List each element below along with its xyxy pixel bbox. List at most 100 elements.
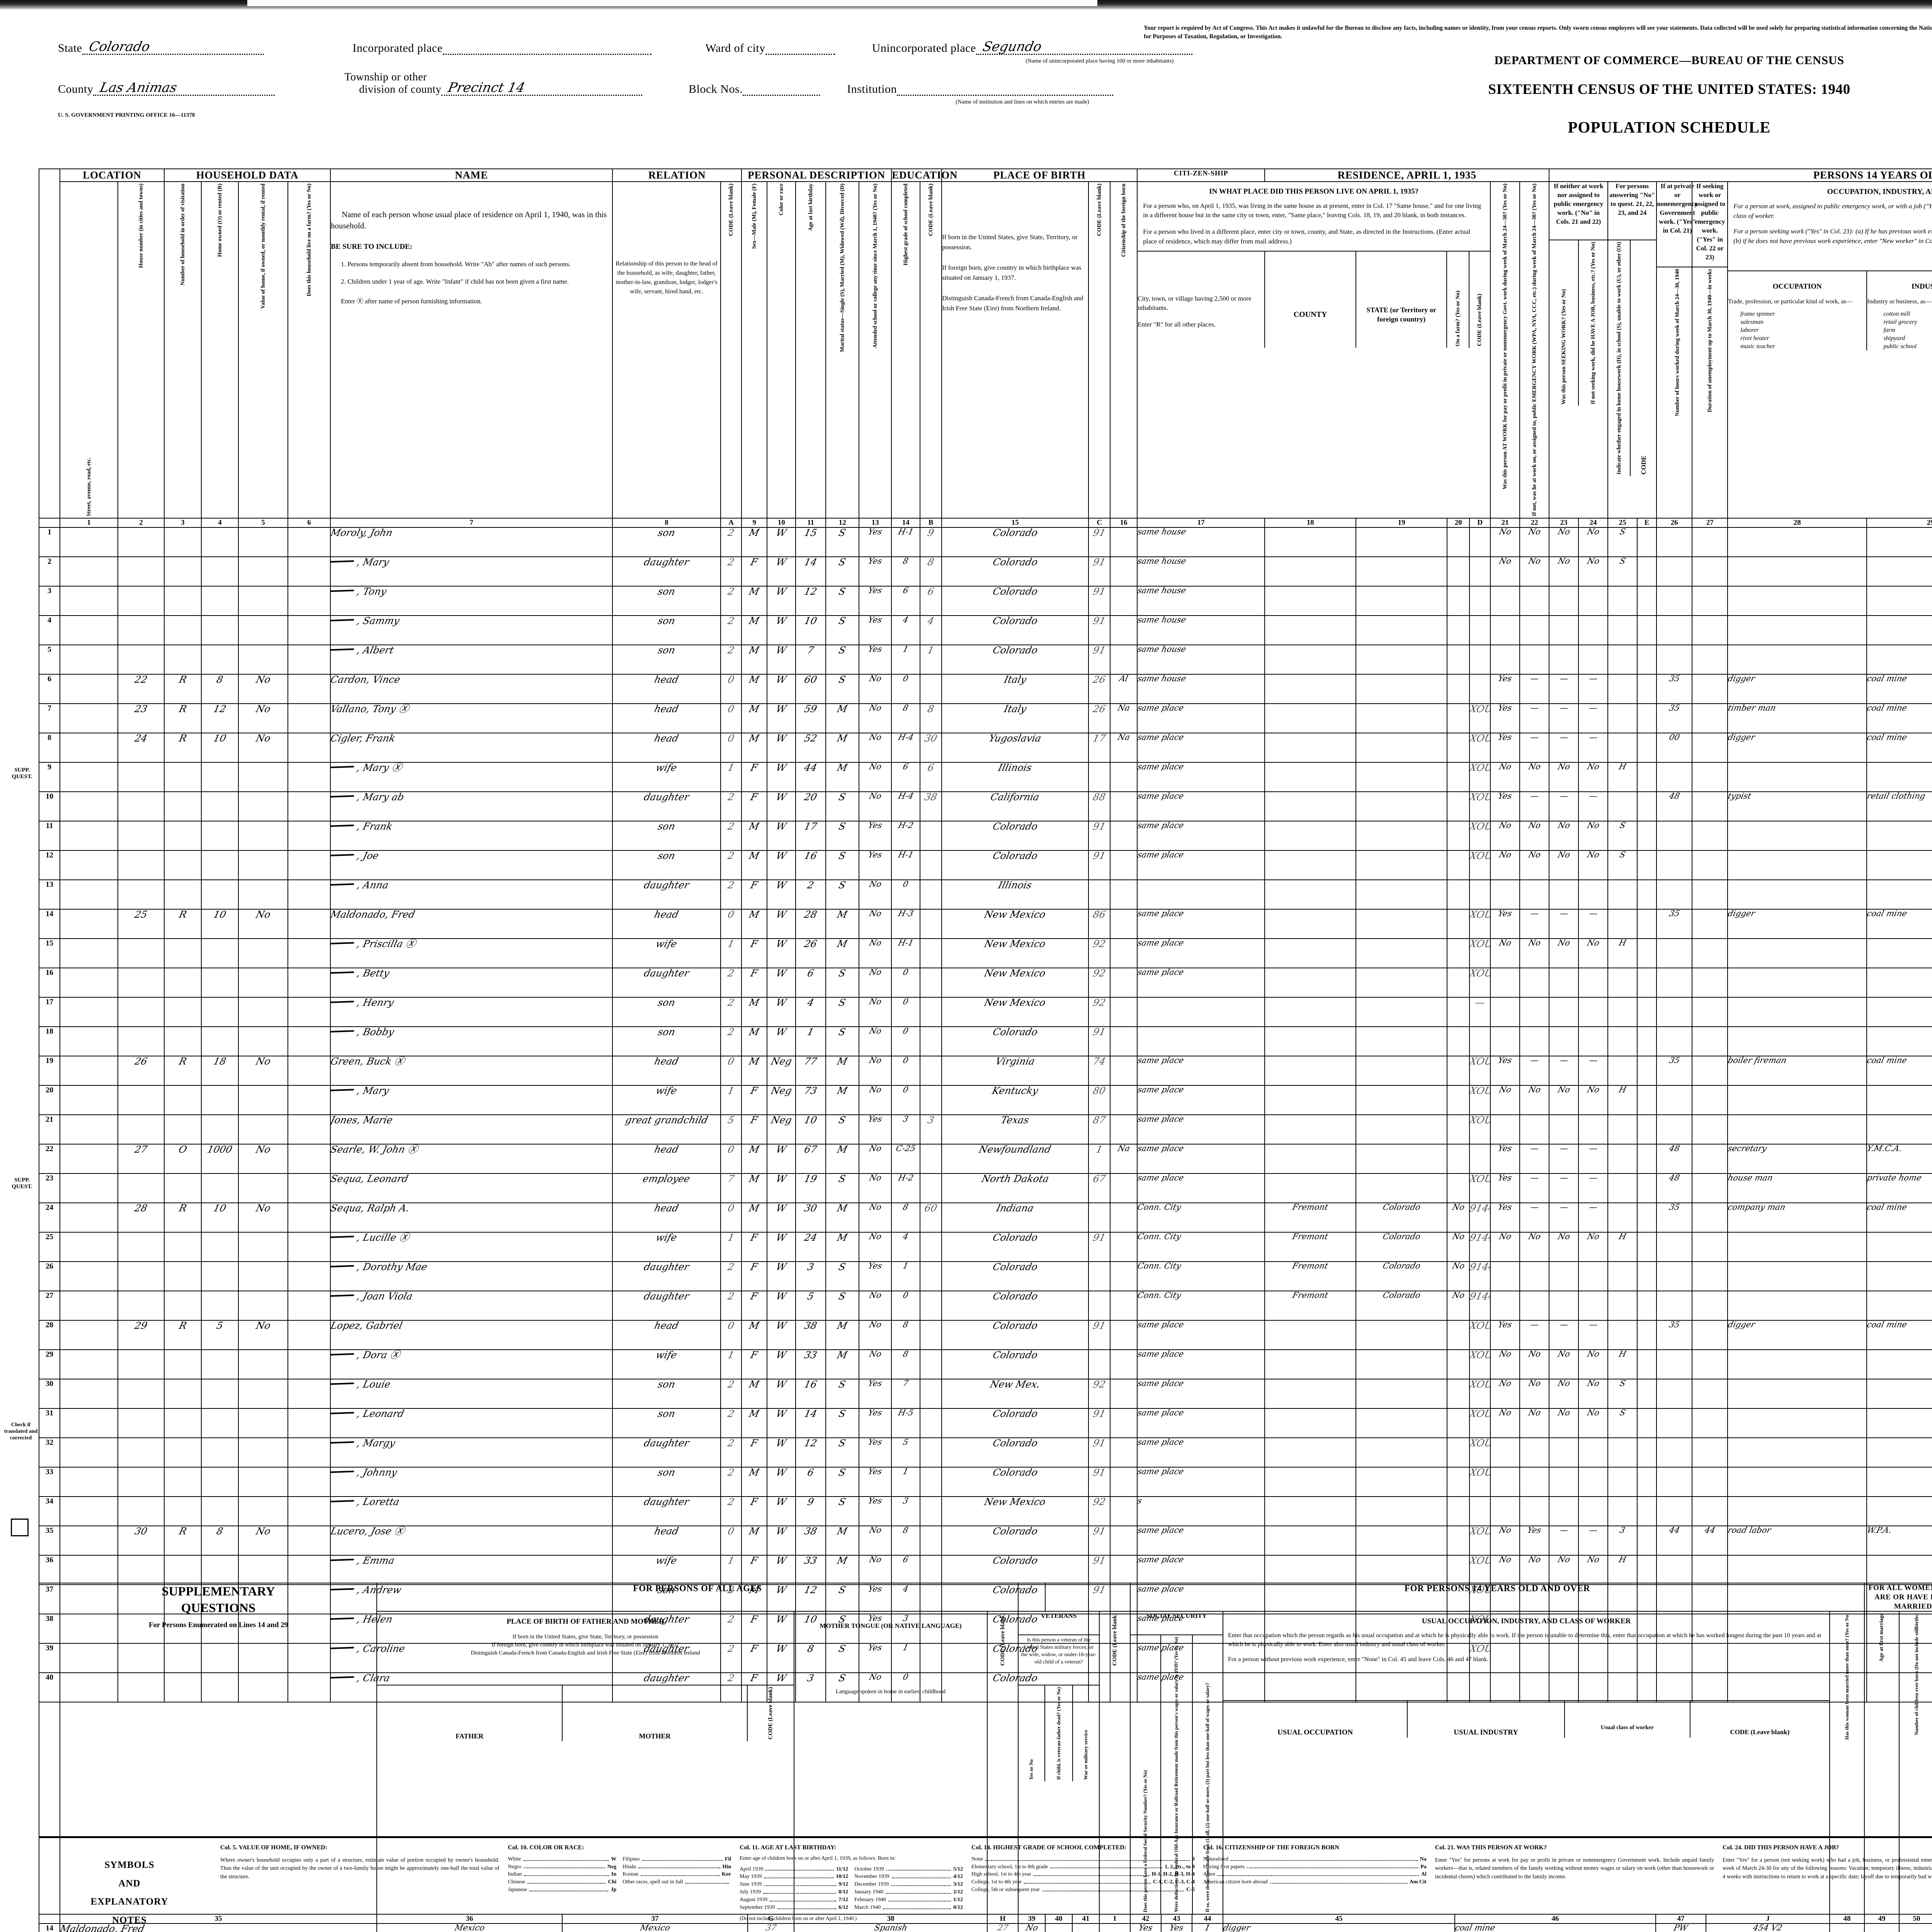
cell-farm[interactable] — [287, 1085, 331, 1115]
cell-street[interactable] — [60, 908, 118, 939]
cell-codeB[interactable]: 60 — [920, 1202, 942, 1233]
table-row[interactable]: 27, Joan Viola daughter 2 F W 5 S No 0 Colorado Co… — [39, 1290, 1932, 1321]
cell-race[interactable]: W — [767, 703, 796, 733]
cell-house[interactable]: 22 — [117, 673, 165, 704]
cell-occupation[interactable]: road labor — [1727, 1525, 1867, 1556]
cell-sex[interactable]: F — [741, 791, 768, 821]
cell-codeB[interactable] — [920, 1525, 942, 1556]
cell-age[interactable]: 77 — [795, 1055, 827, 1086]
supp-cell-w49[interactable] — [1864, 1923, 1900, 1932]
cell-industry[interactable]: coal mine — [1866, 1202, 1932, 1233]
cell-res_farm[interactable] — [1447, 703, 1470, 733]
cell-race[interactable]: W — [767, 673, 796, 704]
cell-citz[interactable] — [1110, 615, 1138, 645]
cell-sex[interactable]: M — [741, 1525, 768, 1556]
cell-dur[interactable] — [1692, 703, 1728, 733]
cell-val[interactable] — [238, 1085, 289, 1115]
cell-race[interactable]: Neg — [767, 1114, 796, 1145]
cell-res_farm[interactable] — [1447, 908, 1470, 939]
cell-school[interactable]: No — [859, 703, 892, 733]
cell-res_county[interactable] — [1264, 1437, 1357, 1468]
cell-occupation[interactable]: digger — [1727, 1320, 1867, 1350]
cell-relation[interactable]: daughter — [612, 1261, 721, 1291]
cell-codeC[interactable]: 26 — [1088, 703, 1111, 733]
cell-school[interactable]: No — [859, 997, 892, 1027]
cell-name[interactable]: , Mary ab — [330, 791, 613, 821]
cell-own[interactable]: 10 — [201, 1202, 239, 1233]
cell-q21[interactable]: Yes — [1490, 732, 1520, 763]
cell-codeE[interactable] — [1637, 1554, 1657, 1585]
cell-school[interactable]: No — [859, 908, 892, 939]
cell-marital[interactable]: M — [825, 1554, 860, 1585]
cell-name[interactable]: Maldonado, Fred — [330, 908, 613, 939]
supp-cell-ss43[interactable]: Yes — [1161, 1923, 1193, 1932]
cell-street[interactable] — [60, 732, 118, 763]
cell-q22[interactable] — [1519, 1466, 1550, 1497]
cell-citz[interactable] — [1110, 556, 1138, 587]
cell-birth[interactable]: California — [941, 791, 1089, 821]
cell-name[interactable]: , Henry — [330, 997, 613, 1027]
cell-sex[interactable]: M — [741, 732, 768, 763]
cell-res_city[interactable]: same place — [1137, 1554, 1265, 1585]
cell-q24[interactable] — [1578, 967, 1609, 998]
cell-grade[interactable]: 8 — [891, 1525, 921, 1556]
cell-res_state[interactable]: Colorado — [1355, 1261, 1448, 1291]
cell-q23[interactable]: No — [1549, 1349, 1579, 1379]
cell-codeE[interactable] — [1637, 762, 1657, 792]
cell-q23[interactable] — [1549, 1114, 1579, 1145]
cell-res_farm[interactable] — [1447, 1055, 1470, 1086]
cell-birth[interactable]: Colorado — [941, 1349, 1089, 1379]
cell-dur[interactable] — [1692, 908, 1728, 939]
cell-q24[interactable] — [1578, 1437, 1609, 1468]
institution-field[interactable]: (Name of institution and lines on which … — [896, 83, 1113, 105]
cell-codeB[interactable]: 6 — [920, 762, 942, 792]
cell-res_city[interactable]: same place — [1137, 1378, 1265, 1409]
cell-house[interactable]: 29 — [117, 1320, 165, 1350]
cell-citz[interactable] — [1110, 997, 1138, 1027]
cell-marital[interactable]: S — [825, 879, 860, 910]
cell-farm[interactable] — [287, 1143, 331, 1174]
cell-relation[interactable]: great grandchild — [612, 1114, 721, 1145]
cell-age[interactable]: 16 — [795, 1378, 827, 1409]
cell-own[interactable] — [201, 1231, 239, 1262]
cell-hours[interactable]: 35 — [1656, 908, 1693, 939]
cell-q24[interactable]: No — [1578, 556, 1609, 587]
cell-dur[interactable] — [1692, 1290, 1728, 1321]
cell-occupation[interactable]: boiler fireman — [1727, 1055, 1867, 1086]
table-row[interactable]: 34, Loretta daughter 2 F W 9 S Yes 3 New Mexico 92… — [39, 1496, 1932, 1526]
cell-q22[interactable]: Yes — [1519, 1525, 1550, 1556]
cell-q23[interactable]: No — [1549, 938, 1579, 968]
cell-name[interactable]: Lucero, Jose Ⓧ — [330, 1525, 613, 1556]
cell-q25[interactable] — [1607, 1026, 1638, 1056]
cell-val[interactable]: No — [238, 673, 289, 704]
cell-codeE[interactable] — [1637, 1320, 1657, 1350]
cell-hours[interactable] — [1656, 1261, 1693, 1291]
cell-industry[interactable] — [1866, 527, 1932, 557]
cell-industry[interactable] — [1866, 1408, 1932, 1438]
cell-q22[interactable]: No — [1519, 1349, 1550, 1379]
cell-val[interactable] — [238, 615, 289, 645]
supp-table-row[interactable]: 14 Maldonado, Fred Mexico Mexico 37 Spanish 27… — [39, 1923, 1932, 1932]
cell-farm[interactable] — [287, 644, 331, 675]
cell-grade[interactable]: 8 — [891, 1202, 921, 1233]
cell-house[interactable] — [117, 1026, 165, 1056]
cell-codeE[interactable] — [1637, 908, 1657, 939]
cell-house[interactable] — [117, 1261, 165, 1291]
cell-age[interactable]: 14 — [795, 556, 827, 587]
cell-race[interactable]: W — [767, 879, 796, 910]
cell-marital[interactable]: M — [825, 1202, 860, 1233]
cell-q23[interactable]: No — [1549, 527, 1579, 557]
cell-street[interactable] — [60, 1173, 118, 1203]
cell-res_farm[interactable] — [1447, 585, 1470, 616]
cell-res_farm[interactable]: No — [1447, 1231, 1470, 1262]
cell-hh[interactable] — [164, 527, 202, 557]
cell-street[interactable] — [60, 997, 118, 1027]
cell-age[interactable]: 17 — [795, 820, 827, 851]
cell-relation[interactable]: son — [612, 1466, 721, 1497]
cell-birth[interactable]: Texas — [941, 1114, 1089, 1145]
cell-res_county[interactable] — [1264, 1496, 1357, 1526]
cell-hours[interactable]: 35 — [1656, 703, 1693, 733]
cell-codeC[interactable]: 91 — [1088, 1408, 1111, 1438]
cell-industry[interactable] — [1866, 1437, 1932, 1468]
cell-dur[interactable] — [1692, 644, 1728, 675]
